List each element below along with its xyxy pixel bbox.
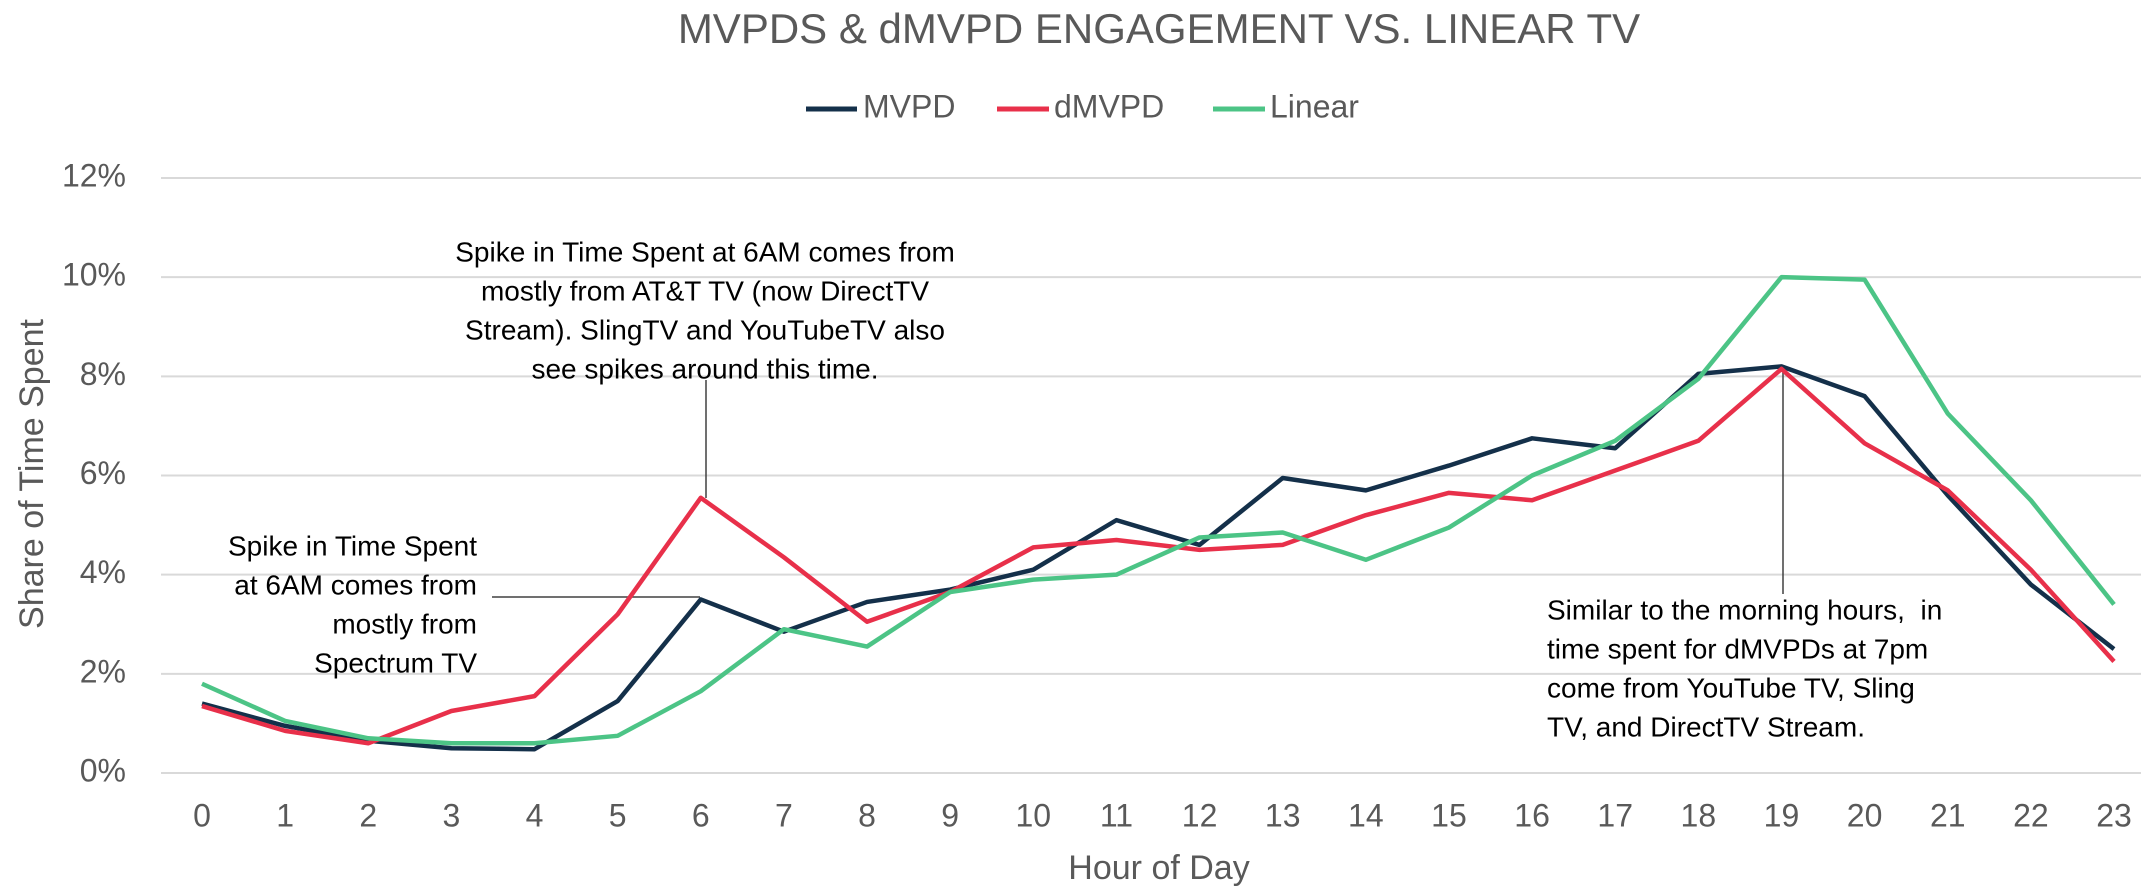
x-tick-label: 2 xyxy=(359,797,377,833)
x-tick-label: 17 xyxy=(1597,797,1633,833)
x-tick-label: 8 xyxy=(858,797,876,833)
annotation-text: see spikes around this time. xyxy=(531,353,878,384)
legend-label: MVPD xyxy=(863,88,955,124)
x-tick-label: 10 xyxy=(1016,797,1052,833)
annotation-text: mostly from AT&T TV (now DirectTV xyxy=(481,275,929,306)
annotation-text: Stream). SlingTV and YouTubeTV also xyxy=(465,314,945,345)
y-tick-label: 6% xyxy=(80,455,126,491)
x-tick-label: 12 xyxy=(1182,797,1218,833)
y-tick-label: 2% xyxy=(80,653,126,689)
y-tick-label: 4% xyxy=(80,554,126,590)
x-tick-label: 11 xyxy=(1100,797,1133,833)
x-tick-label: 21 xyxy=(1930,797,1966,833)
x-tick-label: 14 xyxy=(1348,797,1384,833)
series-line xyxy=(201,364,2116,752)
annotation-text: Spike in Time Spent xyxy=(228,530,477,561)
y-tick-label: 0% xyxy=(80,752,126,788)
x-axis-label: Hour of Day xyxy=(1068,849,1249,887)
x-tick-label: 22 xyxy=(2013,797,2049,833)
x-tick-label: 23 xyxy=(2096,797,2132,833)
annotation-text: time spent for dMVPDs at 7pm xyxy=(1547,633,1928,664)
y-tick-label: 8% xyxy=(80,356,126,392)
x-tick-label: 15 xyxy=(1431,797,1467,833)
x-tick-label: 20 xyxy=(1847,797,1883,833)
x-tick-label: 19 xyxy=(1764,797,1800,833)
x-tick-label: 6 xyxy=(692,797,710,833)
annotation-text: at 6AM comes from xyxy=(234,569,477,600)
x-tick-label: 9 xyxy=(941,797,959,833)
x-tick-label: 3 xyxy=(442,797,460,833)
chart-title: MVPDS & dMVPD ENGAGEMENT VS. LINEAR TV xyxy=(678,5,1640,52)
x-tick-label: 5 xyxy=(609,797,627,833)
x-tick-label: 1 xyxy=(276,797,294,833)
legend-label: dMVPD xyxy=(1054,88,1164,124)
y-tick-label: 12% xyxy=(62,157,126,193)
series-line xyxy=(201,274,2116,746)
legend-label: Linear xyxy=(1270,88,1359,124)
series-line xyxy=(201,366,2116,746)
y-axis-label: Share of Time Spent xyxy=(13,318,51,629)
x-tick-label: 16 xyxy=(1514,797,1550,833)
y-tick-label: 10% xyxy=(62,257,126,293)
x-tick-label: 13 xyxy=(1265,797,1301,833)
x-tick-label: 7 xyxy=(775,797,793,833)
annotation-text: Spike in Time Spent at 6AM comes from xyxy=(455,236,955,267)
annotation-text: mostly from xyxy=(332,608,477,639)
x-tick-label: 18 xyxy=(1681,797,1717,833)
annotation-text: come from YouTube TV, Sling xyxy=(1547,672,1915,703)
annotation-text: Similar to the morning hours, in xyxy=(1547,594,1942,625)
x-tick-label: 0 xyxy=(193,797,211,833)
x-tick-label: 4 xyxy=(526,797,544,833)
annotation-text: Spectrum TV xyxy=(314,647,477,678)
annotation-text: TV, and DirectTV Stream. xyxy=(1547,711,1865,742)
